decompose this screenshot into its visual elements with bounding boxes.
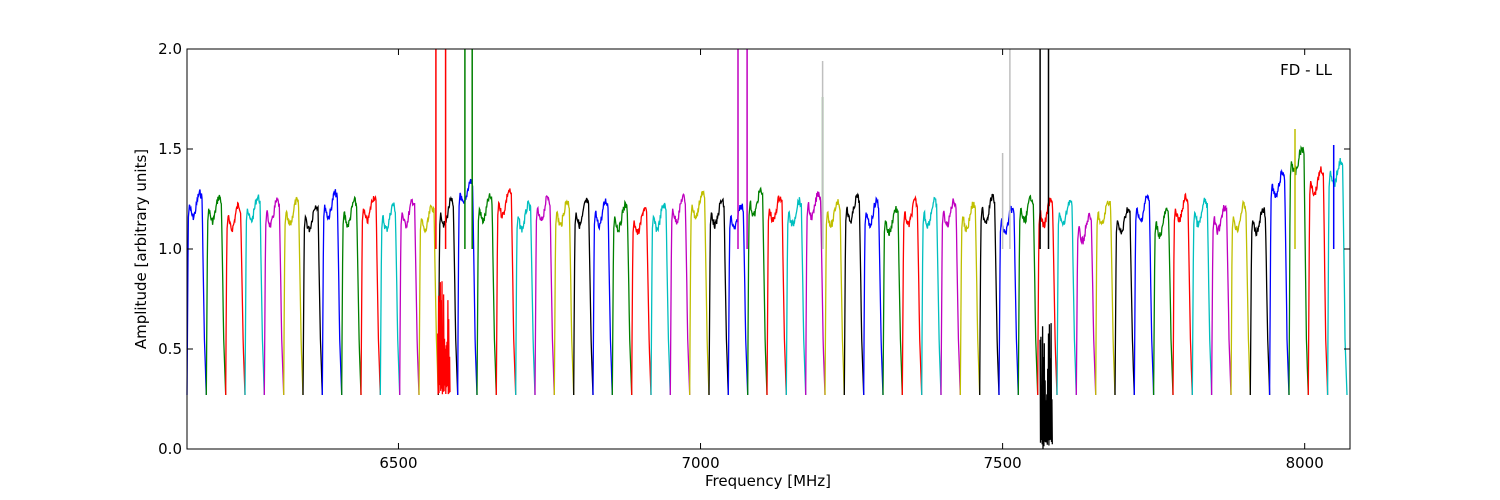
- band-trace: [592, 198, 613, 396]
- band-trace: [650, 202, 671, 396]
- band-trace: [824, 199, 845, 396]
- band-trace: [611, 199, 633, 396]
- x-tick-label: 8000: [1286, 454, 1324, 472]
- band-trace: [302, 204, 323, 396]
- plot-annotation: FD - LL: [1280, 61, 1332, 79]
- y-tick-label: 0.5: [158, 340, 182, 358]
- band-trace: [940, 198, 961, 396]
- band-trace: [882, 206, 903, 396]
- band-trace: [534, 195, 555, 396]
- band-trace: [1307, 166, 1329, 396]
- band-trace: [573, 197, 594, 396]
- band-trace: [1017, 194, 1039, 396]
- band-trace: [1037, 197, 1058, 396]
- y-axis-label: Amplitude [arbitrary units]: [132, 149, 150, 349]
- y-axis-ticks: 0.0 0.5 1.0 1.5 2.0: [158, 40, 1350, 458]
- band-trace: [1075, 212, 1097, 396]
- band-trace: [863, 196, 884, 396]
- band-trace: [708, 197, 729, 396]
- band-trace: [360, 195, 381, 396]
- band-trace: [1095, 200, 1116, 396]
- band-trace: [959, 201, 981, 396]
- band-trace: [1230, 199, 1251, 396]
- band-trace: [843, 192, 865, 396]
- band-trace: [785, 197, 807, 396]
- plot-area: [186, 48, 1351, 450]
- x-tick-label: 6500: [379, 454, 417, 472]
- band-trace: [901, 195, 923, 396]
- band-trace: [1114, 207, 1135, 396]
- y-tick-label: 1.5: [158, 140, 182, 158]
- band-trace: [244, 194, 265, 396]
- band-trace: [515, 199, 536, 396]
- band-trace: [205, 194, 227, 396]
- spike-series-group: [435, 49, 1335, 449]
- band-trace: [689, 189, 710, 396]
- band-trace: [321, 189, 343, 396]
- band-trace: [1172, 192, 1193, 396]
- band-trace: [341, 195, 362, 396]
- band-trace: [553, 199, 575, 396]
- x-tick-label: 7000: [681, 454, 719, 472]
- band-trace: [766, 195, 787, 396]
- band-trace: [186, 189, 207, 396]
- band-trace: [631, 206, 652, 396]
- band-trace: [1268, 168, 1290, 396]
- band-trace: [1210, 204, 1232, 396]
- band-trace: [457, 178, 478, 396]
- band-trace: [476, 193, 497, 396]
- band-trace: [1152, 207, 1174, 396]
- band-trace: [747, 186, 768, 396]
- band-trace: [283, 196, 304, 396]
- band-trace: [418, 204, 439, 396]
- x-axis-label: Frequency [MHz]: [705, 472, 831, 490]
- band-trace: [225, 201, 246, 396]
- band-trace: [669, 193, 691, 396]
- band-trace: [495, 188, 517, 396]
- band-series-group: [186, 145, 1348, 396]
- band-trace: [1249, 207, 1271, 396]
- x-axis-ticks: 6500 7000 7500 8000: [379, 49, 1324, 472]
- rfi-dip: [1039, 323, 1053, 449]
- band-trace: [1191, 197, 1213, 396]
- band-trace: [379, 202, 401, 396]
- band-trace: [399, 198, 420, 396]
- y-tick-label: 1.0: [158, 240, 182, 258]
- band-trace: [979, 193, 1000, 396]
- band-trace: [805, 191, 826, 396]
- y-tick-label: 0.0: [158, 440, 182, 458]
- band-trace: [1056, 199, 1077, 396]
- x-tick-label: 7500: [984, 454, 1022, 472]
- y-tick-label: 2.0: [158, 40, 182, 58]
- rfi-dip: [437, 281, 451, 395]
- band-trace: [263, 197, 285, 396]
- band-trace: [437, 195, 459, 396]
- band-trace: [921, 196, 942, 396]
- band-trace: [1133, 193, 1155, 396]
- band-trace: [1288, 145, 1309, 396]
- band-trace: [1326, 158, 1348, 396]
